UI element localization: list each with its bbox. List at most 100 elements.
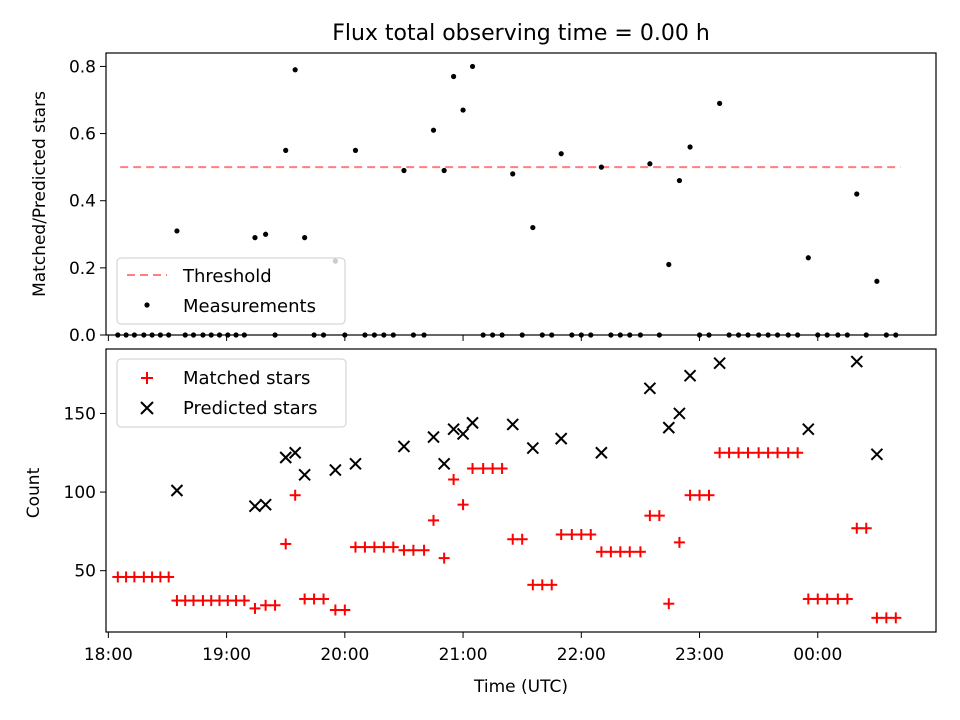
matched-star-point <box>318 593 330 605</box>
predicted-star-point <box>850 355 863 368</box>
measurement-point <box>874 278 880 284</box>
matched-star-point <box>128 571 140 583</box>
top-ylabel: Matched/Predicted stars <box>30 91 50 297</box>
matched-star-point <box>438 552 450 564</box>
top-legend-box <box>116 257 346 325</box>
matched-star-point <box>249 602 261 614</box>
matched-star-point <box>487 462 499 474</box>
predicted-star-point <box>802 422 815 436</box>
legend-predicted-label: Predicted stars <box>183 398 317 419</box>
matched-star-point <box>467 462 479 474</box>
matched-star-point <box>792 447 804 459</box>
matched-star-point <box>269 599 281 611</box>
predicted-star-point <box>248 500 262 513</box>
matched-star-point <box>841 593 853 605</box>
matched-star-point <box>260 599 272 611</box>
predicted-star-point <box>595 446 608 459</box>
matched-star-point <box>644 510 656 522</box>
measurement-point <box>530 224 536 231</box>
matched-star-point <box>890 612 902 624</box>
matched-star-point <box>673 536 685 548</box>
measurement-point <box>687 144 693 150</box>
predicted-star-point <box>673 407 686 420</box>
predicted-star-point <box>329 463 342 477</box>
measurement-point <box>558 151 564 157</box>
matched-star-point <box>851 522 863 534</box>
predicted-star-point <box>349 457 362 470</box>
predicted-star-point <box>447 422 460 436</box>
x-tick-label: 18:00 <box>84 645 133 665</box>
matched-star-point <box>457 499 469 511</box>
predicted-star-point <box>437 457 451 470</box>
legend-measurements-label: Measurements <box>183 296 316 317</box>
matched-star-point <box>527 579 539 591</box>
matched-star-point <box>832 593 844 605</box>
matched-star-point <box>349 541 361 553</box>
measurement-point <box>263 231 269 237</box>
bottom-legend: Matched stars Predicted stars <box>116 358 347 428</box>
x-tick-label: 00:00 <box>793 645 842 665</box>
matched-star-point <box>694 489 706 501</box>
matched-star-point <box>299 593 311 605</box>
legend-matched-swatch <box>141 372 153 384</box>
predicted-star-point <box>279 451 292 464</box>
matched-star-point <box>595 546 607 558</box>
predicted-star-point <box>456 427 470 441</box>
matched-star-point <box>387 541 399 553</box>
matched-star-point <box>742 447 754 459</box>
matched-star-point <box>753 447 765 459</box>
legend-predicted-swatch <box>140 401 154 415</box>
x-tick-label: 19:00 <box>202 645 251 665</box>
matched-star-point <box>187 595 199 607</box>
matched-star-point <box>723 447 735 459</box>
matched-star-point <box>289 489 301 501</box>
predicted-star-point <box>506 418 519 431</box>
matched-star-point <box>163 571 175 583</box>
predicted-star-point <box>713 356 726 370</box>
matched-star-point <box>860 522 872 534</box>
legend-matched-label: Matched stars <box>183 368 310 389</box>
top-y-tick-label: 0.2 <box>69 259 96 279</box>
matched-star-point <box>477 462 489 474</box>
matched-star-point <box>418 544 430 556</box>
matched-star-point <box>821 593 833 605</box>
matched-star-point <box>507 533 519 545</box>
predicted-star-point <box>288 446 302 459</box>
matched-star-point <box>575 529 587 541</box>
measurement-point <box>469 63 476 70</box>
x-tick-label: 20:00 <box>320 645 369 665</box>
measurement-point <box>252 235 258 241</box>
bottom-y-ticks: 50 100 150 <box>64 404 106 582</box>
matched-star-point <box>546 579 558 591</box>
legend-threshold-label: Threshold <box>182 266 272 287</box>
matched-star-point <box>733 447 745 459</box>
x-tick-label: 22:00 <box>557 645 606 665</box>
x-tick-label: 23:00 <box>675 645 724 665</box>
bottom-panel: Count 50 100 150 18:00 19:00 20:00 21:00 22:00… <box>24 348 937 697</box>
matched-star-point <box>812 593 824 605</box>
measurement-point <box>805 255 811 261</box>
matched-star-point <box>703 489 715 501</box>
measurement-point <box>717 100 723 106</box>
top-panel: Matched/Predicted stars 0.00.20.40.60.8 … <box>30 52 937 346</box>
predicted-star-point <box>298 468 311 481</box>
predicted-stars-series <box>170 355 884 513</box>
bottom-axes-frame <box>105 348 937 633</box>
matched-star-point <box>368 541 380 553</box>
matched-star-point <box>378 541 390 553</box>
matched-star-point <box>308 593 320 605</box>
predicted-star-point <box>170 484 184 497</box>
legend-measurements-swatch <box>144 302 150 308</box>
matched-star-point <box>448 473 460 485</box>
bottom-y-tick-label: 50 <box>74 562 96 582</box>
matched-star-point <box>407 544 419 556</box>
matched-star-point <box>516 533 528 545</box>
top-y-tick-label: 0.0 <box>69 326 96 346</box>
predicted-star-point <box>662 421 675 434</box>
matched-stars-series <box>112 447 902 624</box>
measurement-point <box>676 177 683 184</box>
predicted-star-point <box>870 448 884 461</box>
measurement-point <box>352 147 359 153</box>
matched-star-point <box>772 447 784 459</box>
measurement-point <box>460 107 466 113</box>
